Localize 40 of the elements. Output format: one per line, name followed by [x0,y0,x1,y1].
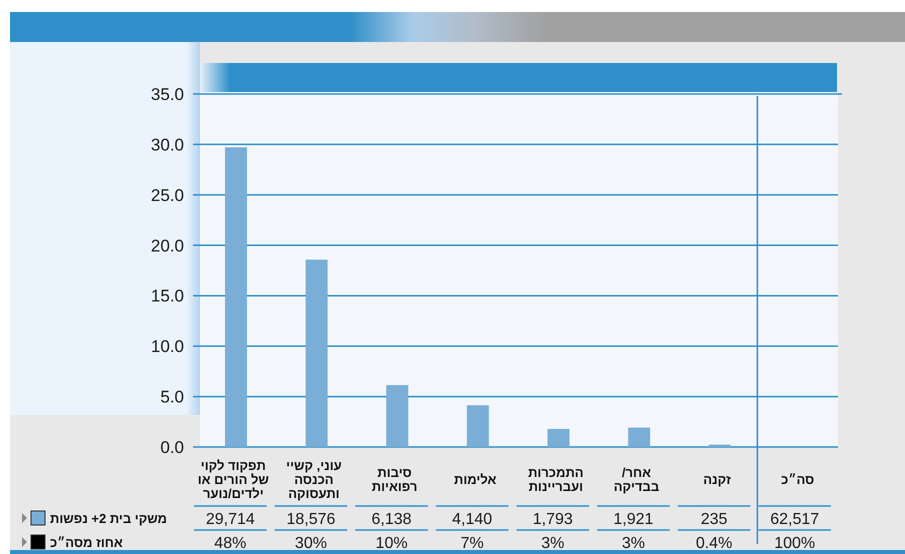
bar [628,428,650,447]
x-tick-label: אחר/ בבדיקה [614,465,660,494]
bar [466,405,489,447]
text: 1,921 [613,511,654,528]
text: 18,576 [286,511,336,528]
legend-label: אחוז מסה״כ [50,535,123,550]
text: 4,140 [452,511,492,528]
text: 7% [460,535,484,552]
bar [386,385,408,447]
x-tick-label: סיבות רפואיות [372,465,418,494]
x-tick-label: עוני, קשיי הכנסה ותעסוקה [286,458,342,501]
y-tick-label: 30.0 [150,135,184,154]
text: 1,793 [532,511,573,528]
x-tick-label: אלימות [454,472,497,487]
text: 48% [214,535,246,552]
text: 3% [541,535,564,552]
y-tick-label: 0.0 [160,438,184,457]
y-tick-label: 15.0 [150,286,184,306]
text: 29,714 [206,511,255,528]
x-tick-label: סה״כ [781,472,814,487]
text: 6,138 [372,511,412,528]
x-tick-label: זקנה [703,472,732,487]
y-tick-label: 5.0 [160,388,184,407]
text: 0.4% [696,535,732,552]
y-tick-label: 35.0 [150,85,184,104]
x-tick-label: תפקוד לקוי של הורים או ילדים/נוער [198,458,269,501]
text: 62,517 [770,511,820,528]
y-tick-label: 25.0 [150,186,184,205]
legend-label: משקי בית 2+ נפשות [50,511,167,526]
text: 235 [700,511,728,528]
text: 3% [622,535,645,552]
text: 10% [376,535,408,552]
bar [225,147,247,447]
x-tick-label: התמכרות ועבריינות [528,465,584,494]
text: 30% [294,535,327,552]
bar [548,428,570,447]
y-tick-label: 20.0 [150,236,184,256]
y-tick-label: 10.0 [150,337,184,356]
bar [306,260,328,447]
text: 100% [774,535,816,552]
